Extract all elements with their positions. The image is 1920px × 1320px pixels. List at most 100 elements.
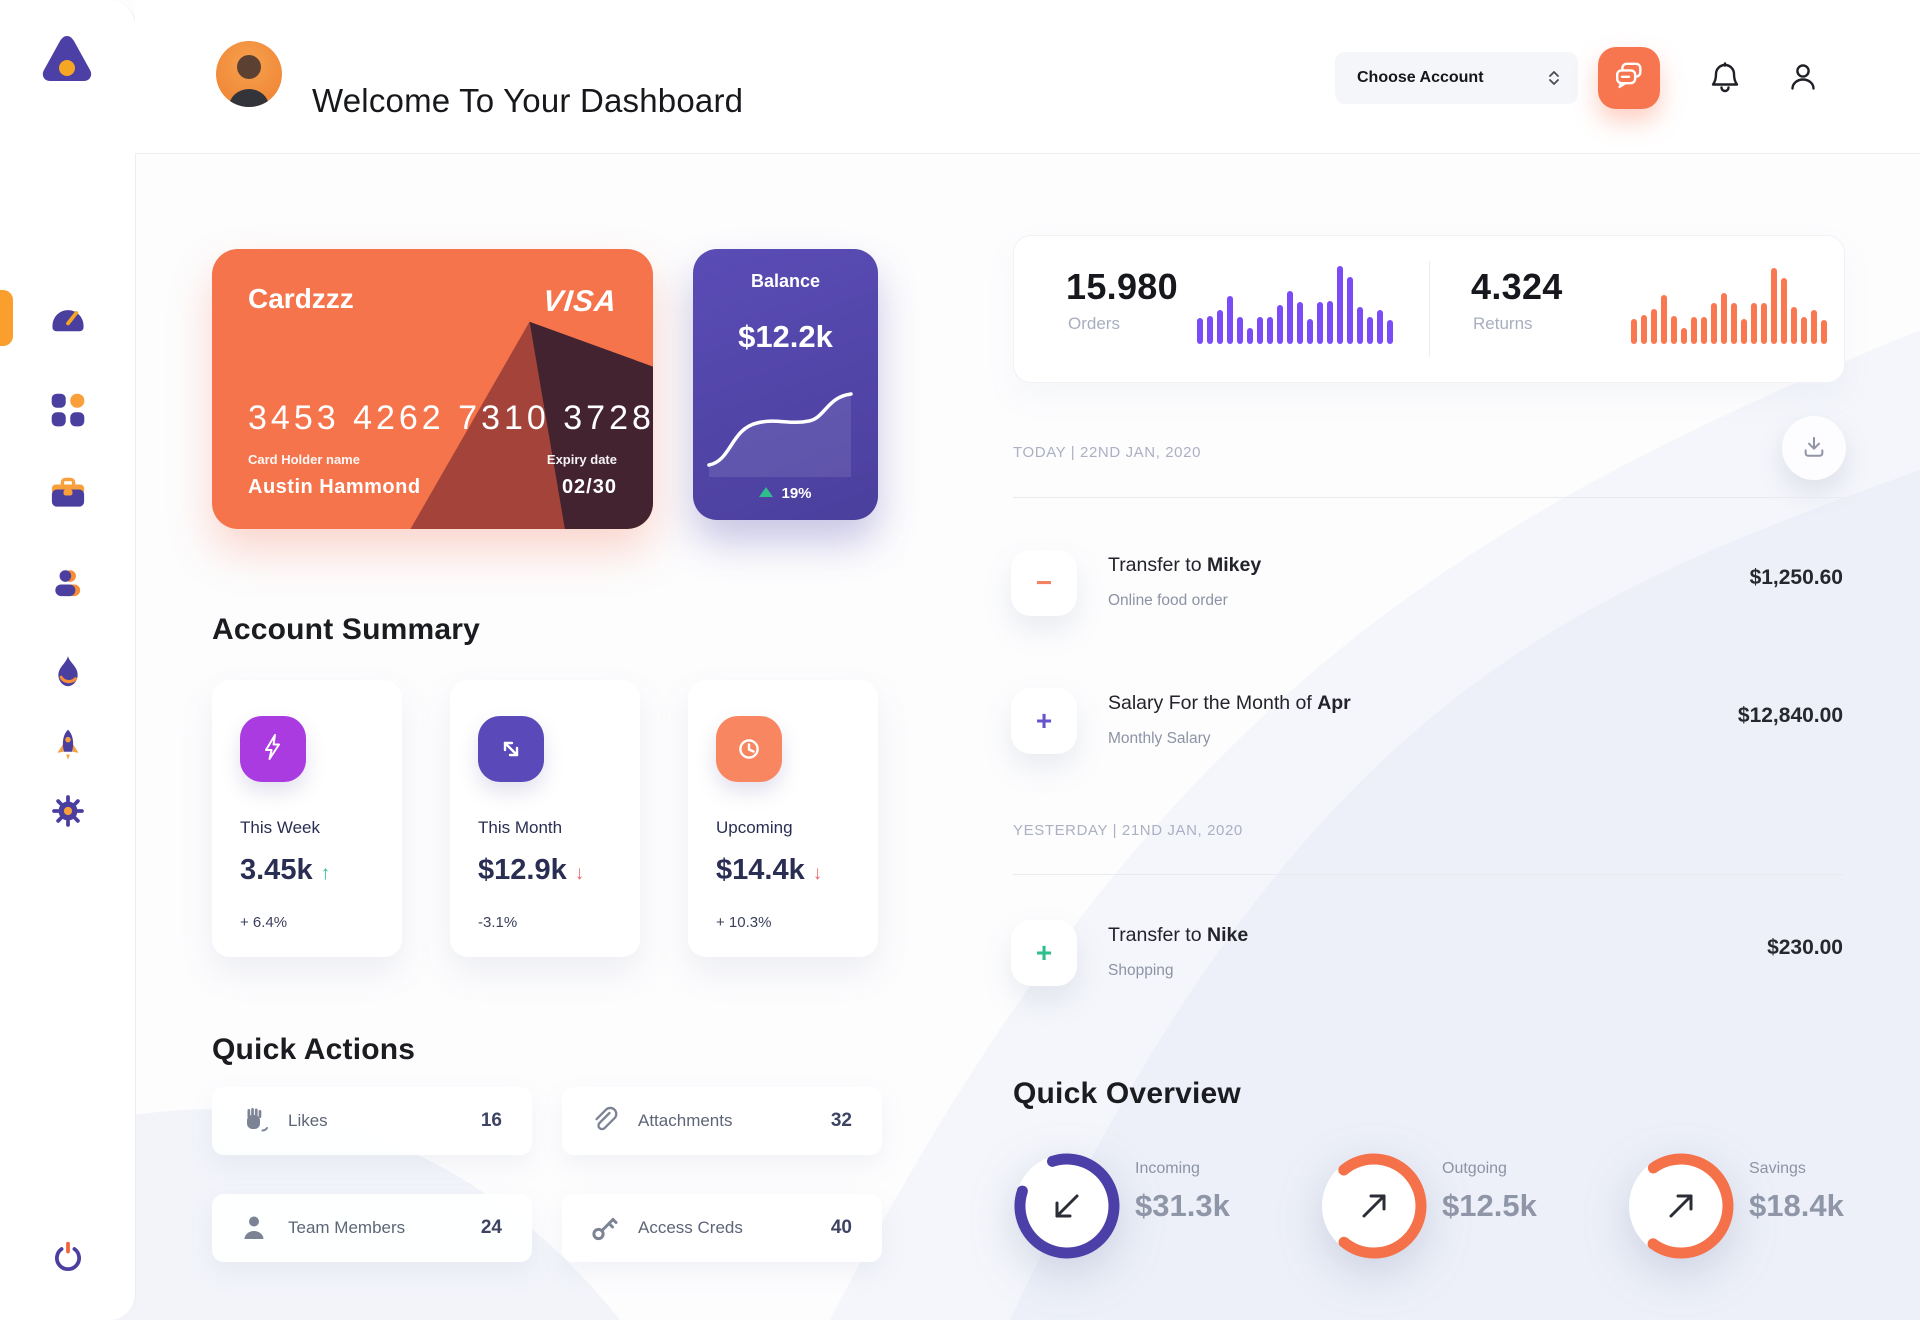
sidebar-item-trending[interactable] [0, 649, 135, 697]
summary-card-this-month: This Month $12.9k ↓ -3.1% [450, 680, 640, 957]
choose-account-dropdown[interactable]: Choose Account [1335, 52, 1578, 104]
account-summary-title: Account Summary [212, 612, 481, 646]
quick-action-attachments[interactable]: Attachments 32 [562, 1087, 882, 1155]
arrow-up-right-icon [1362, 1194, 1386, 1218]
incoming-ring [1011, 1150, 1123, 1262]
summary-value: $12.9k ↓ [478, 854, 585, 886]
transaction-amount: $230.00 [1767, 936, 1843, 959]
trend-arrows-icon [478, 716, 544, 782]
summary-label: This Month [478, 818, 563, 837]
summary-label: This Week [240, 818, 320, 837]
header: Welcome To Your Dashboard Choose Account [135, 0, 1920, 154]
plus-icon: + [1035, 937, 1053, 968]
gear-icon [49, 792, 87, 833]
summary-label: Upcoming [716, 818, 793, 837]
summary-delta: -3.1% [478, 914, 518, 931]
chevron-up-down-icon [1549, 71, 1559, 85]
arrow-down-left-icon [1055, 1194, 1079, 1218]
transaction-subtitle: Monthly Salary [1108, 730, 1211, 747]
chat-icon [1612, 60, 1646, 97]
transactions-date-yesterday: YESTERDAY | 21ND JAN, 2020 [1013, 822, 1243, 839]
briefcase-icon [48, 475, 88, 518]
person-icon [238, 1212, 270, 1244]
transaction-title: Salary For the Month of Apr [1108, 692, 1351, 714]
transaction-sign-icon: − [1011, 550, 1077, 616]
summary-delta: + 6.4% [240, 914, 288, 931]
clap-icon [238, 1105, 270, 1137]
quick-action-count: 24 [480, 1217, 502, 1238]
quick-action-team-members[interactable]: Team Members 24 [212, 1194, 532, 1262]
transaction-title: Transfer to Mikey [1108, 554, 1262, 576]
orders-returns-card: 15.980 Orders 4.324 Returns [1013, 235, 1845, 383]
speedometer-icon [48, 299, 88, 342]
download-button[interactable] [1782, 416, 1846, 480]
divider [1013, 497, 1843, 498]
sidebar-item-launch[interactable] [0, 723, 135, 771]
plus-icon: + [1035, 705, 1053, 736]
transaction-title: Transfer to Nike [1108, 924, 1249, 946]
outgoing-label: Outgoing [1442, 1160, 1507, 1177]
transaction-sign-icon: + [1011, 920, 1077, 986]
minus-icon: − [1035, 567, 1053, 598]
savings-value: $18.4k [1749, 1188, 1844, 1223]
balance-line-chart [707, 392, 853, 477]
orders-value: 15.980 [1066, 266, 1178, 307]
transaction-subtitle: Shopping [1108, 962, 1174, 979]
transaction-subtitle: Online food order [1108, 592, 1228, 609]
balance-label: Balance [750, 271, 821, 291]
divider [1013, 874, 1843, 875]
summary-card-this-week: This Week 3.45k ↑ + 6.4% [212, 680, 402, 957]
balance-card: Balance $12.2k 19% [693, 249, 878, 520]
card-number: 3453 4262 7310 3728 [248, 399, 653, 437]
quick-action-label: Likes [288, 1111, 328, 1130]
transaction-row[interactable]: + Transfer to Nike Shopping $230.00 [1011, 920, 1843, 990]
messages-button[interactable] [1598, 47, 1660, 109]
stats-divider [1429, 261, 1430, 357]
orders-bar-chart [1197, 266, 1395, 344]
returns-value: 4.324 [1471, 266, 1563, 307]
sidebar-item-portfolio[interactable] [0, 472, 135, 520]
transaction-sign-icon: + [1011, 688, 1077, 754]
balance-value: $12.2k [738, 319, 833, 354]
notifications-button[interactable] [1703, 57, 1747, 101]
lightning-icon [240, 716, 306, 782]
flame-icon [49, 653, 87, 694]
returns-bar-chart [1631, 266, 1829, 344]
sidebar [0, 0, 136, 1320]
active-nav-indicator [0, 290, 13, 346]
sidebar-item-apps[interactable] [0, 387, 135, 435]
logout-button[interactable] [0, 1234, 135, 1282]
incoming-value: $31.3k [1135, 1188, 1230, 1223]
quick-action-access-creds[interactable]: Access Creds 40 [562, 1194, 882, 1262]
quick-action-likes[interactable]: Likes 16 [212, 1087, 532, 1155]
transaction-amount: $12,840.00 [1737, 704, 1843, 727]
clock-icon [716, 716, 782, 782]
up-arrow-icon: ↑ [320, 863, 331, 884]
transaction-amount: $1,250.60 [1749, 566, 1843, 589]
outgoing-ring [1318, 1150, 1430, 1262]
summary-delta: + 10.3% [716, 914, 772, 931]
grid-icon [50, 392, 86, 431]
choose-account-label: Choose Account [1357, 69, 1484, 86]
sidebar-item-dashboard[interactable] [0, 296, 135, 344]
savings-label: Savings [1749, 1160, 1806, 1177]
transaction-row[interactable]: − Transfer to Mikey Online food order $1… [1011, 550, 1843, 620]
summary-value: $14.4k ↓ [716, 854, 823, 886]
transaction-row[interactable]: + Salary For the Month of Apr Monthly Sa… [1011, 688, 1843, 758]
arrow-up-right-icon [1669, 1194, 1693, 1218]
bell-icon [1707, 60, 1743, 99]
summary-card-upcoming: Upcoming $14.4k ↓ + 10.3% [688, 680, 878, 957]
incoming-label: Incoming [1135, 1160, 1200, 1177]
balance-change: 19% [693, 485, 878, 502]
visa-logo: VISA [541, 285, 619, 318]
profile-button[interactable] [1781, 57, 1825, 101]
credit-card: Cardzzz VISA 3453 4262 7310 3728 Card Ho… [212, 249, 653, 529]
sidebar-item-contacts[interactable] [0, 562, 135, 610]
user-icon [1785, 60, 1821, 99]
quick-action-count: 40 [830, 1217, 852, 1238]
quick-overview-title: Quick Overview [1013, 1076, 1241, 1110]
outgoing-value: $12.5k [1442, 1188, 1537, 1223]
savings-ring [1625, 1150, 1737, 1262]
sidebar-item-settings[interactable] [0, 788, 135, 836]
orders-label: Orders [1068, 314, 1120, 333]
